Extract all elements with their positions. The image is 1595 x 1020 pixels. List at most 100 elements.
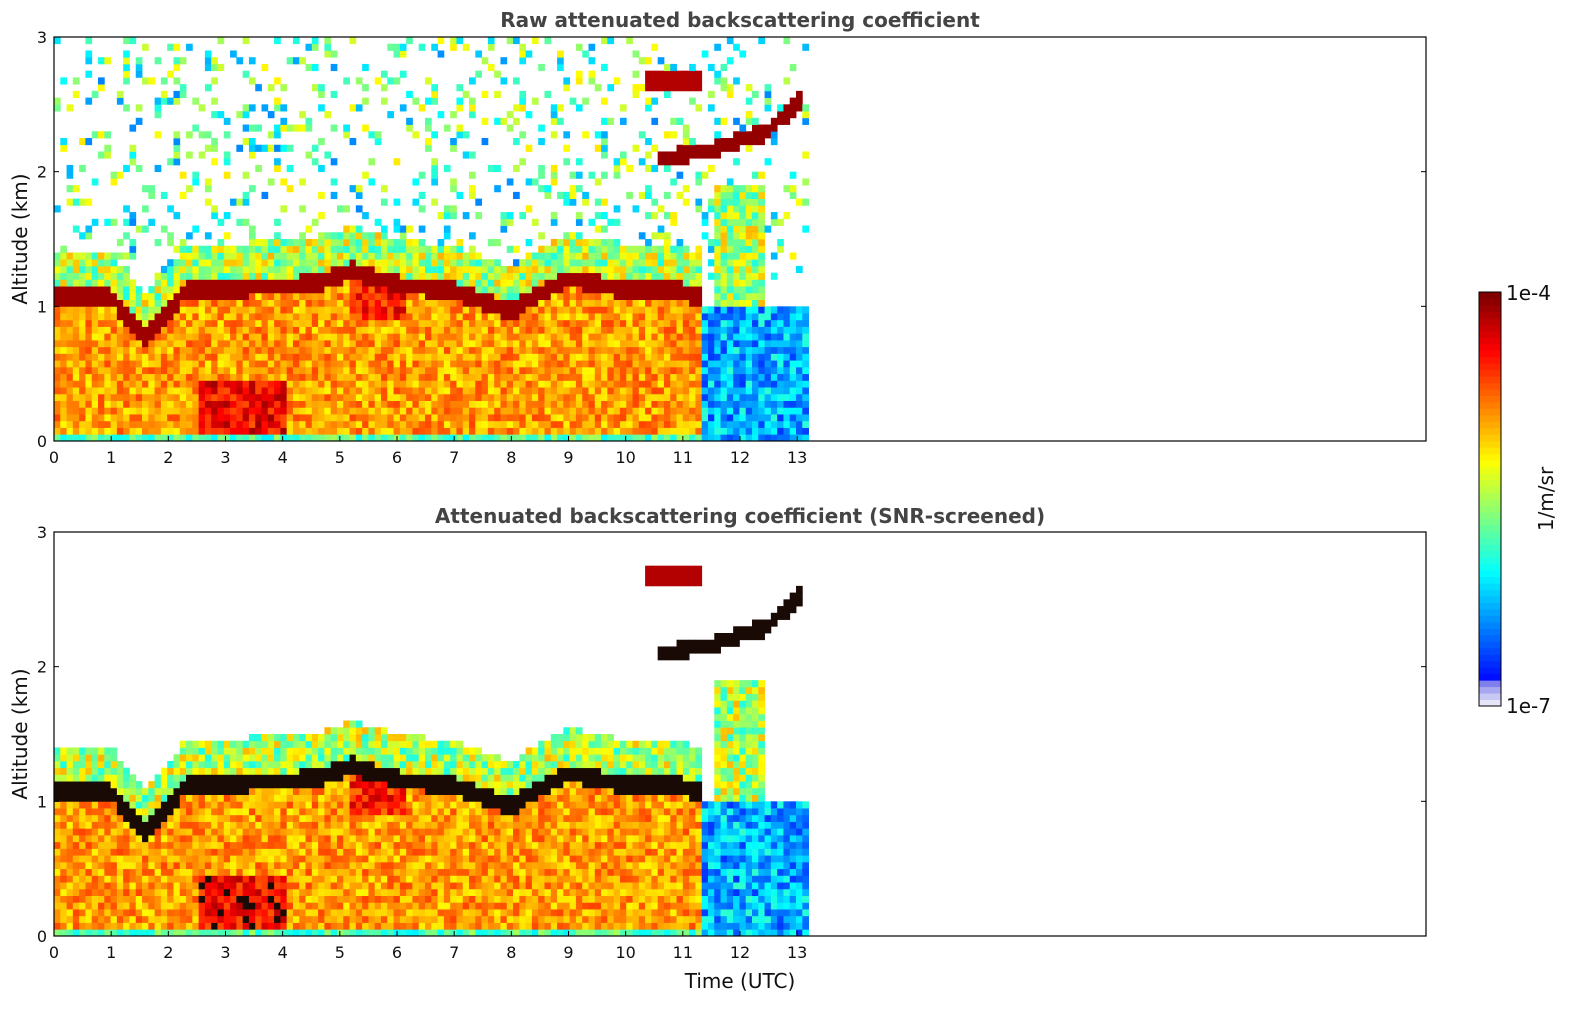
heatmap-cell [387,286,394,294]
heatmap-cell [613,360,621,368]
heatmap-cell [380,225,388,233]
heatmap-cell [431,299,438,307]
heatmap-cell [519,414,527,422]
heatmap-cell [236,393,244,401]
heatmap-cell [557,353,564,361]
heatmap-cell [211,366,218,375]
heatmap-cell [456,393,464,401]
heatmap-cell [368,380,376,388]
heatmap-cell [569,400,577,408]
heatmap-cell [54,286,61,294]
heatmap-cell [557,360,564,368]
heatmap-cell [148,387,156,395]
heatmap-cell [613,299,621,307]
heatmap-cell [443,299,451,307]
heatmap-cell [211,767,218,775]
heatmap-cell [739,366,747,375]
heatmap-cell [500,265,508,274]
heatmap-cell [217,265,225,274]
heatmap-cell [745,427,753,435]
heatmap-cell [462,286,470,294]
heatmap-cell [60,841,67,849]
heatmap-cell [167,882,174,890]
heatmap-cell [682,158,690,166]
heatmap-cell [129,882,137,890]
heatmap-cell [783,37,791,45]
heatmap-cell [91,929,99,936]
heatmap-cell [380,265,388,274]
heatmap-cell [60,427,67,435]
heatmap-cell [79,848,86,856]
heatmap-cell [632,393,640,401]
heatmap-cell [569,286,577,294]
heatmap-cell [274,387,281,395]
heatmap-cell [733,299,740,307]
heatmap-cell [506,306,514,314]
heatmap-cell [380,420,388,428]
heatmap-cell [550,279,558,287]
heatmap-cell [525,279,533,287]
heatmap-cell [336,259,344,267]
heatmap-cell [500,333,508,341]
heatmap-cell [217,888,225,896]
heatmap-cell [651,407,659,415]
heatmap-cell [148,420,156,428]
heatmap-cell [720,191,728,199]
heatmap-cell [160,366,168,375]
heatmap-cell [720,292,728,300]
heatmap-cell [701,400,709,408]
heatmap-cell [387,393,394,401]
heatmap-cell [676,434,684,441]
heatmap-cell [689,427,696,435]
heatmap-cell [575,306,583,314]
heatmap-cell [230,333,237,341]
heatmap-cell [513,265,520,274]
heatmap-cell [135,882,143,890]
heatmap-cell [211,774,218,782]
heatmap-cell [292,360,300,368]
heatmap-cell [550,380,558,388]
heatmap-cell [726,360,734,368]
heatmap-cell [676,279,684,287]
heatmap-cell [123,841,130,849]
heatmap-cell [79,292,86,300]
heatmap-cell [135,828,143,836]
heatmap-cell [745,84,753,92]
heatmap-cell [324,306,332,314]
heatmap-cell [733,366,740,375]
heatmap-cell [98,313,105,321]
heatmap-cell [223,434,231,441]
heatmap-cell [450,245,457,253]
heatmap-cell [506,326,514,334]
heatmap-cell [594,427,602,435]
heatmap-cell [204,265,212,274]
heatmap-cell [211,902,218,910]
heatmap-cell [368,434,376,441]
heatmap-cell [123,104,130,112]
heatmap-cell [72,77,80,85]
heatmap-cell [645,326,652,334]
heatmap-cell [123,407,130,415]
heatmap-cell [368,245,376,253]
heatmap-cell [66,259,74,267]
heatmap-cell [248,299,256,307]
heatmap-cell [116,272,124,280]
heatmap-cell [462,360,470,368]
heatmap-cell [186,252,193,260]
heatmap-cell [387,252,394,260]
heatmap-cell [60,929,67,936]
heatmap-cell [110,794,118,802]
heatmap-cell [91,767,99,775]
heatmap-cell [292,265,300,274]
heatmap-cell [349,306,357,314]
heatmap-cell [173,420,181,428]
heatmap-cell [255,427,262,435]
heatmap-cell [487,326,495,334]
heatmap-cell [280,84,288,92]
heatmap-cell [663,427,671,435]
heatmap-cell [60,915,67,923]
heatmap-cell [343,353,350,361]
heatmap-cell [299,366,306,375]
heatmap-cell [204,50,212,58]
heatmap-cell [513,340,520,348]
